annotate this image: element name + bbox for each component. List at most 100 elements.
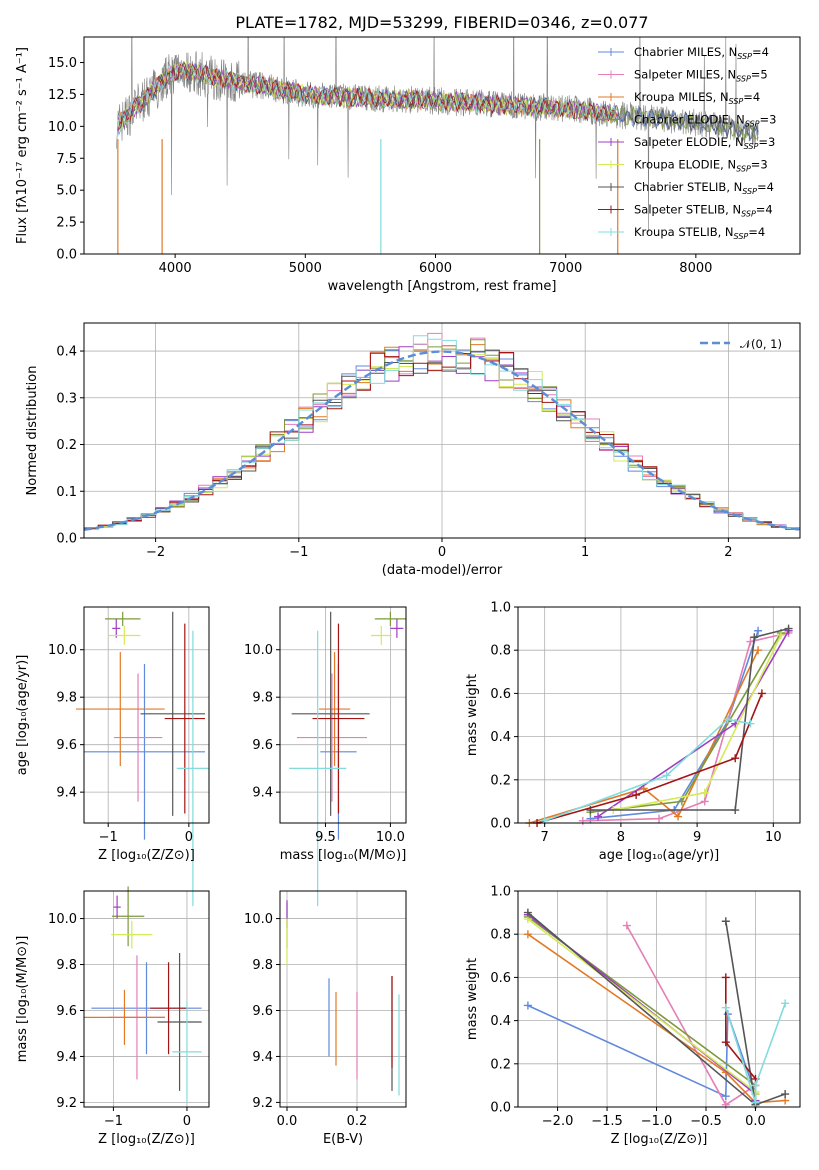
y-tick-label: 9.4 (56, 1050, 77, 1065)
y-tick-label: 12.5 (48, 88, 77, 103)
panel-weight_vs_Z: −2.0 −1.5 −1.0 −0.5 0.0 0.0 0.2 0.4 0.6 0.8 1.0 Z [… (465, 885, 801, 1147)
histograms (84, 332, 800, 531)
errorbar-point (289, 630, 347, 907)
plus-marker (750, 633, 759, 642)
panel-age_vs_mass: 9.5 10.0 9.4 9.6 9.8 10.0 mass [log₁₀(M/M⊙)] (244, 606, 407, 907)
legend-item: Chabrier ELODIE, NSSP=3 (598, 113, 776, 129)
y-tick-label: 0.2 (490, 773, 511, 788)
plus-marker (523, 930, 532, 939)
plus-marker (523, 1001, 532, 1010)
series-line (544, 718, 751, 822)
errorbar-point (111, 920, 153, 949)
x-tick-label: 10.0 (376, 830, 405, 845)
x-tick-label: 9.5 (315, 830, 336, 845)
x-tick-label: 8 (617, 830, 625, 845)
y-tick-label: 10.0 (48, 120, 77, 135)
y-tick-label: 0.6 (490, 971, 511, 986)
y-tick-label: 9.6 (56, 738, 77, 753)
y-tick-label: 0.2 (490, 1057, 511, 1072)
legend-label: Salpeter MILES, NSSP=5 (634, 68, 768, 84)
y-tick-label: 9.8 (252, 691, 273, 706)
plus-marker (721, 1100, 730, 1109)
x-tick-label: 10 (765, 830, 782, 845)
plus-marker (784, 624, 793, 633)
x-tick-label: 6000 (419, 261, 452, 276)
y-tick-label: 0.4 (490, 730, 511, 745)
panel-residuals: −2 −1 0 1 2 0.0 0.1 0.2 0.3 0.4 (data-model)/error… (25, 322, 801, 578)
plus-marker (723, 715, 732, 724)
panel-weight_vs_age: 7 8 9 10 0.0 0.2 0.4 0.6 0.8 1.0 age [log₁₀(age/yr… (465, 601, 801, 863)
legend-label: Kroupa STELIB, NSSP=4 (634, 225, 765, 241)
y-tick-label: 0.8 (490, 928, 511, 943)
y-axis-label: Flux [fλ10⁻¹⁷ erg cm⁻² s⁻¹ A⁻¹] (15, 47, 30, 244)
x-tick-label: −2.0 (542, 1114, 574, 1129)
y-tick-label: 0.0 (490, 817, 511, 832)
panel-mass_vs_Z: −1 0 9.2 9.4 9.6 9.8 10.0 Z [log₁₀(Z/Z⊙)] mass [… (15, 886, 210, 1147)
y-tick-label: 9.8 (56, 691, 77, 706)
x-tick-label: 5000 (289, 261, 322, 276)
panel-spectrum: 4000 5000 6000 7000 8000 0.0 2.5 5.0 7.5 10.0 12.5… (15, 13, 801, 294)
legend-label: Chabrier STELIB, NSSP=4 (634, 180, 774, 196)
legend-item: Kroupa STELIB, NSSP=4 (598, 225, 765, 241)
series-line (582, 632, 789, 822)
errorbar-point (113, 673, 163, 802)
plus-marker (757, 689, 766, 698)
weight-series (523, 1001, 760, 1101)
plus-marker (721, 917, 730, 926)
axes-frame (279, 890, 407, 1108)
axes-frame (279, 606, 407, 824)
y-tick-label: 10.0 (244, 643, 273, 658)
spectrum-lines (116, 37, 759, 254)
y-tick-label: 9.8 (56, 958, 77, 973)
errorbar-point (112, 618, 121, 638)
y-tick-label: 0.0 (56, 532, 77, 547)
errorbar-point (312, 623, 365, 814)
legend-label: Kroupa MILES, NSSP=4 (634, 90, 760, 106)
plus-marker (731, 754, 740, 763)
x-axis-label: Z [log₁₀(Z/Z⊙)] (98, 1132, 195, 1147)
plus-marker (751, 1098, 760, 1107)
plus-marker (781, 999, 790, 1008)
series-line (590, 627, 789, 811)
model-spectrum-line (117, 61, 619, 127)
series-line (527, 933, 786, 1104)
y-tick-label: 0.4 (490, 1014, 511, 1029)
legend-label: Kroupa ELODIE, NSSP=3 (634, 158, 768, 174)
legend: 𝒩(0, 1) (700, 337, 782, 351)
legend-label: 𝒩(0, 1) (740, 337, 782, 351)
plus-marker (721, 1038, 730, 1047)
plus-marker (674, 812, 683, 821)
weight-series (533, 689, 766, 827)
y-axis-label: mass weight (465, 958, 480, 1040)
x-tick-label: 1 (581, 545, 589, 560)
y-tick-label: 1.0 (490, 885, 511, 900)
y-tick-label: 9.6 (56, 1004, 77, 1019)
y-tick-label: 9.2 (56, 1096, 77, 1111)
plus-marker (700, 788, 709, 797)
errorbar-point (370, 625, 392, 645)
axes-frame (83, 606, 210, 824)
plus-marker (721, 973, 730, 982)
series-line (590, 630, 759, 820)
x-axis-label: age [log₁₀(age/yr)] (599, 848, 720, 863)
y-tick-label: 9.2 (252, 1096, 273, 1111)
x-tick-label: −1.0 (641, 1114, 673, 1129)
y-tick-label: 10.0 (244, 912, 273, 927)
plus-marker (594, 812, 603, 821)
series-line (527, 1004, 757, 1098)
errorbar-point (291, 611, 370, 816)
x-tick-label: 4000 (159, 261, 192, 276)
model-spectrum-line (117, 61, 759, 140)
plus-marker (578, 816, 587, 825)
axes-frame (83, 890, 210, 1108)
series-line (527, 914, 757, 1101)
histogram-step (84, 335, 800, 530)
chart-title: PLATE=1782, MJD=53299, FIBERID=0346, z=0… (235, 13, 648, 32)
x-tick-label: −1 (99, 830, 118, 845)
y-tick-label: 9.8 (252, 958, 273, 973)
x-tick-label: 9 (693, 830, 701, 845)
panel-age_vs_Z: −1 0 9.4 9.6 9.8 10.0 Z [log₁₀(Z/Z⊙)] age [log₁… (15, 606, 210, 907)
y-tick-label: 9.4 (56, 786, 77, 801)
y-tick-label: 1.0 (490, 601, 511, 616)
y-tick-label: 0.6 (490, 687, 511, 702)
